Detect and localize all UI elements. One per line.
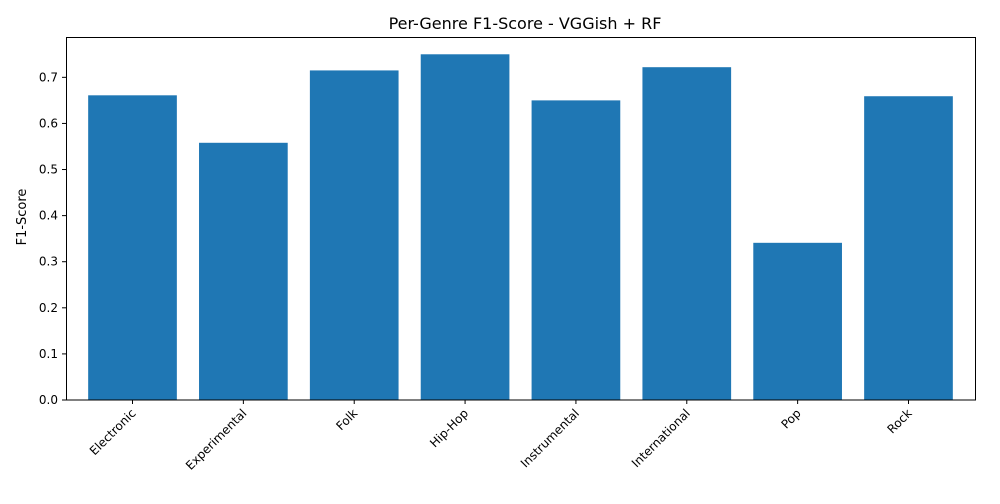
- y-axis-label: F1-Score: [15, 189, 30, 246]
- bar-international: [642, 67, 732, 400]
- plot-frame: [66, 37, 976, 401]
- x-tick-label-experimental: Experimental: [183, 406, 249, 472]
- chart-title: Per-Genre F1-Score - VGGish + RF: [389, 14, 662, 33]
- x-tick-label-folk: Folk: [333, 406, 360, 433]
- x-tick-label-instrumental: Instrumental: [518, 406, 582, 470]
- bar-instrumental: [531, 100, 621, 400]
- y-axis-ticks: 0.0 0.1 0.2 0.3 0.4 0.5 0.6 0.7: [39, 70, 66, 407]
- x-axis-ticks: Electronic Experimental Folk Hip-Hop Instrum…: [87, 400, 915, 473]
- y-tick-label: 0.3: [39, 255, 58, 269]
- y-tick-label: 0.1: [39, 347, 58, 361]
- x-tick-label-pop: Pop: [778, 406, 803, 431]
- x-tick-label-rock: Rock: [884, 406, 914, 436]
- bar-electronic: [88, 95, 177, 400]
- bar-hip-hop: [420, 54, 510, 401]
- bar-rock: [864, 96, 953, 400]
- x-tick-label-electronic: Electronic: [87, 406, 139, 458]
- y-tick-label: 0.6: [39, 116, 58, 130]
- x-tick-label-international: International: [629, 406, 693, 470]
- y-tick-label: 0.2: [39, 301, 58, 315]
- y-tick-label: 0.4: [39, 209, 58, 223]
- bar-pop: [753, 242, 842, 400]
- bars-group: [88, 54, 953, 401]
- bar-folk: [309, 70, 399, 401]
- y-tick-label: 0.5: [39, 163, 58, 177]
- y-tick-label: 0.7: [39, 70, 58, 84]
- y-tick-label: 0.0: [39, 393, 58, 407]
- bar-experimental: [199, 142, 288, 400]
- x-tick-label-hip-hop: Hip-Hop: [427, 406, 471, 450]
